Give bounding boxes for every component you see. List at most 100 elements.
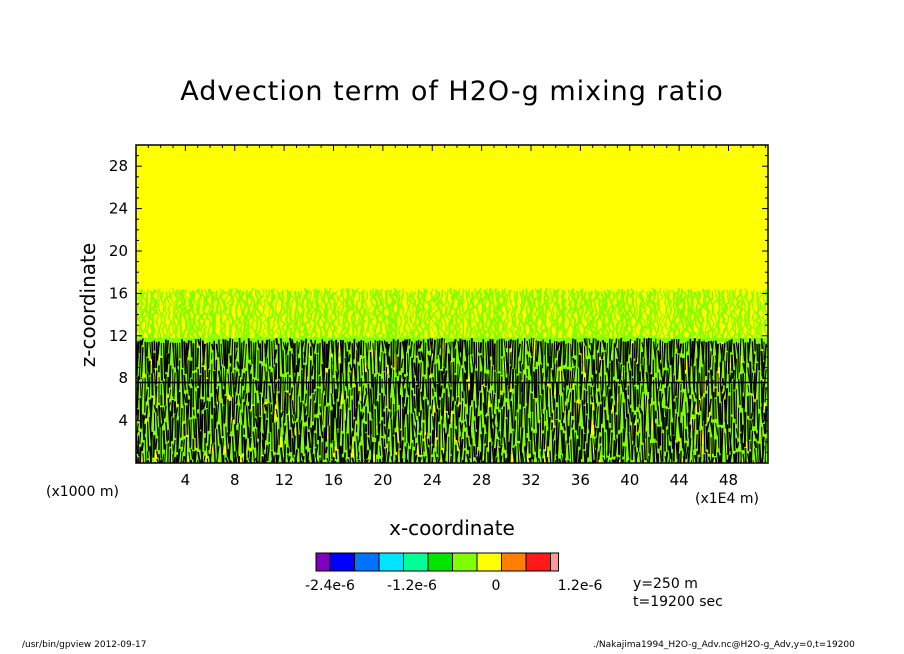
contour-stroke (274, 363, 278, 380)
x-tick-label: 16 (324, 471, 343, 489)
contour-stroke (605, 342, 609, 366)
contour-stroke (627, 398, 631, 414)
contour-stroke (280, 410, 284, 418)
contour-stroke (658, 390, 662, 402)
contour-stroke (396, 356, 399, 377)
contour-stroke (330, 364, 334, 394)
contour-stroke (675, 339, 678, 349)
contour-stroke (738, 338, 742, 373)
contour-stroke (228, 436, 232, 460)
contour-stroke (479, 371, 482, 391)
contour-stroke (136, 423, 139, 434)
contour-stroke (661, 341, 664, 376)
contour-stroke (590, 395, 594, 403)
mixed-streak (681, 291, 689, 339)
contour-stroke (725, 352, 728, 387)
contour-stroke (427, 438, 430, 446)
contour-stroke (498, 439, 501, 447)
contour-stroke (708, 415, 712, 423)
yellow-patch (610, 405, 615, 412)
contour-stroke (713, 439, 717, 456)
contour-stroke (564, 440, 567, 459)
contour-stroke (145, 405, 149, 419)
contour-stroke (694, 392, 698, 399)
contour-stroke (628, 338, 632, 355)
contour-stroke (672, 401, 675, 435)
plot-area (136, 145, 768, 463)
contour-stroke (292, 435, 296, 455)
contour-stroke (369, 340, 372, 350)
contour-stroke (613, 405, 617, 440)
mixed-streak (544, 287, 551, 339)
contour-stroke (705, 425, 709, 450)
contour-stroke (162, 430, 166, 450)
contour-stroke (401, 372, 405, 380)
contour-stroke (345, 398, 349, 433)
contour-stroke (292, 422, 296, 435)
contour-stroke (551, 382, 555, 410)
contour-stroke (526, 354, 529, 366)
contour-stroke (676, 354, 680, 379)
mixed-streak (165, 290, 173, 339)
contour-stroke (432, 416, 435, 427)
contour-stroke (239, 395, 241, 404)
contour-stroke (763, 343, 767, 369)
contour-stroke (149, 431, 153, 463)
contour-stroke (217, 385, 220, 400)
contour-stroke (557, 350, 560, 368)
contour-stroke (580, 429, 584, 460)
mixed-streak (508, 289, 514, 339)
contour-stroke (149, 397, 154, 428)
contour-stroke (222, 367, 225, 387)
yellow-patch (433, 405, 437, 418)
contour-stroke (592, 359, 596, 384)
contour-stroke (639, 385, 643, 407)
mixed-streak (723, 289, 730, 339)
yellow-patch (194, 439, 196, 455)
contour-stroke (532, 454, 535, 463)
contour-stroke (513, 340, 517, 369)
yellow-patch (725, 443, 728, 453)
yellow-patch (294, 432, 297, 436)
contour-stroke (418, 340, 423, 349)
mixed-streak (540, 290, 548, 339)
mixed-streak (223, 291, 230, 339)
contour-stroke (597, 451, 599, 463)
contour-stroke (599, 404, 602, 433)
contour-stroke (753, 401, 756, 427)
contour-stroke (742, 338, 746, 361)
mixed-streak (660, 289, 667, 339)
contour-stroke (404, 339, 409, 353)
contour-stroke (313, 340, 317, 352)
contour-stroke (342, 372, 346, 400)
contour-stroke (194, 418, 198, 448)
contour-stroke (248, 426, 251, 447)
slice-t-label: t=19200 sec (633, 594, 723, 610)
contour-stroke (173, 372, 176, 400)
contour-stroke (545, 430, 549, 457)
contour-stroke (543, 425, 547, 450)
contour-stroke (701, 399, 703, 427)
contour-stroke (248, 364, 252, 373)
contour-stroke (413, 343, 415, 360)
contour-stroke (245, 405, 250, 439)
yellow-patch (539, 417, 543, 423)
slice-y-label: y=250 m (633, 576, 698, 592)
contour-stroke (495, 439, 498, 457)
contour-stroke (455, 450, 459, 463)
contour-stroke (706, 372, 710, 386)
contour-stroke (753, 441, 757, 449)
contour-stroke (485, 342, 488, 370)
contour-stroke (435, 408, 439, 438)
contour-stroke (625, 389, 628, 418)
mixed-streak (340, 288, 346, 339)
contour-stroke (515, 375, 519, 410)
yellow-patch (387, 443, 389, 452)
y-tick-label: 16 (109, 284, 128, 302)
mixed-streak (534, 289, 542, 339)
contour-stroke (291, 437, 294, 458)
mixed-streak (372, 288, 380, 339)
mixed-streak (675, 287, 683, 339)
contour-stroke (671, 356, 674, 382)
contour-stroke (735, 438, 738, 449)
